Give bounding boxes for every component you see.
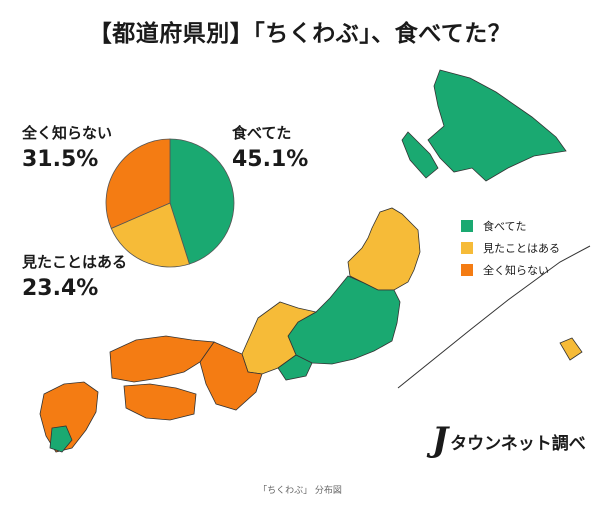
pie-chart — [105, 138, 235, 268]
map-shikoku — [123, 383, 197, 421]
pie-slice-2 — [105, 138, 171, 229]
pie-label-value: 31.5% — [22, 146, 99, 172]
map-chugoku — [109, 335, 215, 383]
logo-text: タウンネット調べ — [450, 434, 586, 454]
source-logo: J タウンネット調べ — [432, 423, 586, 457]
pie-label-value: 45.1% — [232, 146, 309, 172]
legend-item: 全く知らない — [461, 259, 560, 281]
legend: 食べてた 見たことはある 全く知らない — [461, 215, 560, 281]
map-caption: 「ちくわぶ」 分布図 — [258, 486, 342, 496]
pie-label-mitakoto: 見たことはある 23.4% — [22, 254, 127, 301]
pie-label-shiranai: 全く知らない 31.5% — [22, 125, 112, 172]
legend-label: 食べてた — [483, 220, 527, 233]
legend-swatch — [461, 242, 473, 254]
pie-slice-1 — [110, 202, 190, 268]
legend-label: 全く知らない — [483, 264, 549, 277]
pie-slice-0 — [169, 138, 235, 265]
page-title: 【都道府県別】「ちくわぶ」、食べてた？ — [88, 21, 512, 47]
legend-swatch — [461, 220, 473, 232]
pie-label-name: 見たことはある — [22, 253, 128, 271]
legend-swatch — [461, 264, 473, 276]
legend-item: 食べてた — [461, 215, 560, 237]
legend-item: 見たことはある — [461, 237, 560, 259]
logo-mark: J — [432, 420, 449, 460]
map-tohoku — [347, 207, 421, 291]
pie-label-name: 全く知らない — [22, 124, 113, 142]
map-hokkaido — [427, 69, 567, 182]
pie-label-tabeteta: 食べてた 45.1% — [232, 125, 308, 172]
pie-label-value: 23.4% — [22, 275, 99, 301]
map-kansai — [199, 341, 263, 411]
pie-label-name: 食べてた — [232, 124, 292, 142]
legend-label: 見たことはある — [483, 242, 560, 255]
